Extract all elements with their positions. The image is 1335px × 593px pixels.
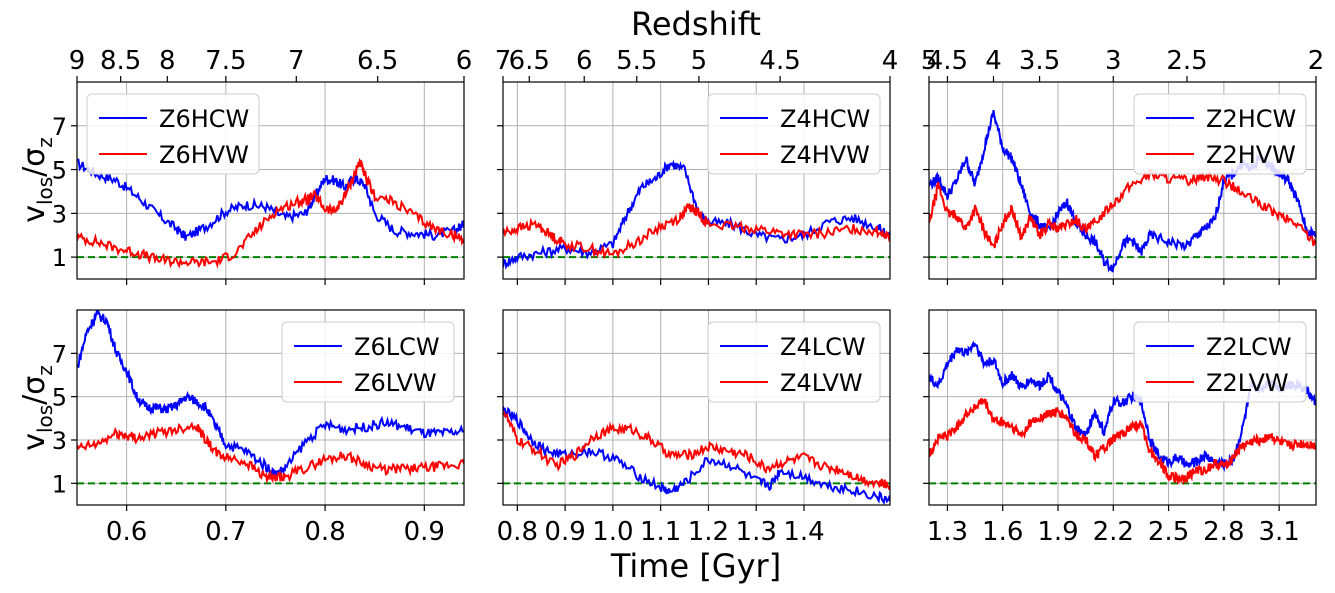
legend-label: Z2LVW [1206, 369, 1289, 397]
top-tick-label: 4.5 [759, 46, 800, 76]
top-tick-label: 2.5 [1166, 46, 1207, 76]
x-tick-label: 1.0 [592, 517, 633, 547]
top-tick-label: 6 [456, 46, 473, 76]
top-tick-label: 5 [921, 46, 938, 76]
axes-frame [76, 309, 465, 506]
legend-label: Z6LVW [354, 369, 437, 397]
series-line-Z4LCW [503, 406, 890, 505]
panel-bottom-middle: 0.8 0.9 1.0 1.1 1.2 1.3 1.4 Z4LCW Z4LVW [497, 309, 891, 547]
top-tick-label: 4 [985, 46, 1002, 76]
legend: Z4HCW Z4HVW [707, 93, 881, 175]
top-tick-label: 7 [288, 46, 305, 76]
redshift-axis-label: Redshift [631, 5, 761, 43]
top-tick-label: 4 [882, 46, 899, 76]
legend-label: Z4HVW [780, 141, 870, 169]
y-tick-label: 3 [52, 427, 67, 455]
x-tick-label: 1.3 [736, 517, 777, 547]
series-line-Z6HVW [77, 157, 464, 269]
x-tick-label: 0.6 [106, 517, 147, 547]
panel-top-right: 54.5 4 3.5 3 2.5 2 Z2HCW Z2HVW [921, 46, 1325, 285]
legend-label: Z6HCW [159, 105, 249, 133]
top-tick-label: 7 [495, 46, 512, 76]
x-tick-label: 0.8 [304, 517, 345, 547]
top-tick-label: 6.5 [509, 46, 550, 76]
legend-label: Z6HVW [159, 141, 249, 169]
top-tick-label: 9 [69, 46, 86, 76]
top-tick-label: 3.5 [1019, 46, 1060, 76]
legend-label: Z2HCW [1206, 105, 1296, 133]
legend: Z2LCW Z2LVW [1133, 321, 1307, 403]
x-tick-label: 1.2 [688, 517, 729, 547]
axes-frame [502, 81, 891, 280]
series-line-Z6LVW [77, 421, 464, 485]
top-tick-label: 3 [1105, 46, 1122, 76]
y-tick-label: 5 [52, 384, 67, 412]
y-tick-label: 1 [52, 470, 67, 498]
x-tick-label: 2.8 [1203, 517, 1244, 547]
legend: Z2HCW Z2HVW [1133, 93, 1307, 175]
x-tick-label: 1.4 [783, 517, 824, 547]
y-tick-label: 7 [52, 113, 67, 141]
y-tick-label: 7 [52, 340, 67, 368]
series-line-Z4HVW [503, 202, 890, 260]
series-line-Z2HVW [929, 168, 1316, 249]
panel-bottom-right: 1.3 1.6 1.9 2.2 2.5 2.8 3.1 Z2LCW Z2LVW [923, 309, 1317, 547]
legend: Z6LCW Z6LVW [281, 321, 455, 403]
top-tick-label: 6.5 [357, 46, 398, 76]
legend-label: Z4HCW [780, 105, 870, 133]
top-tick-label: 8.5 [100, 46, 141, 76]
legend: Z4LCW Z4LVW [707, 321, 881, 403]
legend-label: Z2LCW [1206, 333, 1292, 361]
y-tick-label: 3 [52, 200, 67, 228]
panel-bottom-left: 1 3 5 7 0.6 0.7 0.8 0.9 Z6LCW Z6LVW [52, 309, 465, 547]
x-tick-label: 1.9 [1037, 517, 1078, 547]
x-tick-label: 3.1 [1258, 517, 1299, 547]
panel-top-left: 1 3 5 7 9 8.5 8 7.5 7 6.5 6 Z6HCW Z6HVW [52, 46, 473, 285]
x-tick-label: 1.1 [640, 517, 681, 547]
legend-label: Z6LCW [354, 333, 440, 361]
top-tick-label: 2 [1308, 46, 1325, 76]
y-tick-label: 5 [52, 157, 67, 185]
time-axis-label: Time [Gyr] [610, 547, 781, 585]
x-tick-label: 1.6 [982, 517, 1023, 547]
legend-label: Z4LCW [780, 333, 866, 361]
top-tick-label: 6 [576, 46, 593, 76]
legend-label: Z2HVW [1206, 141, 1296, 169]
top-tick-label: 5.5 [616, 46, 657, 76]
series-line-Z4LVW [503, 410, 890, 490]
series-line-Z6HCW [77, 158, 464, 241]
x-tick-label: 2.5 [1148, 517, 1189, 547]
axes-frame [928, 81, 1317, 280]
ylabel-top: vlos/σz [17, 137, 57, 223]
axes-frame [76, 81, 465, 280]
x-tick-label: 0.9 [404, 517, 445, 547]
x-tick-label: 2.2 [1093, 517, 1134, 547]
panel-top-middle: 76.5 6 5.5 5 4.5 4 Z4HCW Z4HVW [495, 46, 899, 285]
series-line-Z6LCW [77, 310, 464, 479]
legend: Z6HCW Z6HVW [86, 93, 260, 175]
x-tick-label: 0.9 [544, 517, 585, 547]
top-tick-label: 8 [159, 46, 176, 76]
ylabel-bottom: vlos/σz [17, 365, 57, 451]
top-tick-label: 4.5 [927, 46, 968, 76]
top-tick-label: 7.5 [205, 46, 246, 76]
x-tick-label: 0.8 [497, 517, 538, 547]
y-tick-label: 1 [52, 244, 67, 272]
x-tick-label: 1.3 [927, 517, 968, 547]
top-tick-label: 5 [691, 46, 708, 76]
series-line-Z2LVW [929, 397, 1316, 486]
legend-label: Z4LVW [780, 369, 863, 397]
x-tick-label: 0.7 [205, 517, 246, 547]
axes-frame [928, 309, 1317, 506]
axes-frame [502, 309, 891, 506]
